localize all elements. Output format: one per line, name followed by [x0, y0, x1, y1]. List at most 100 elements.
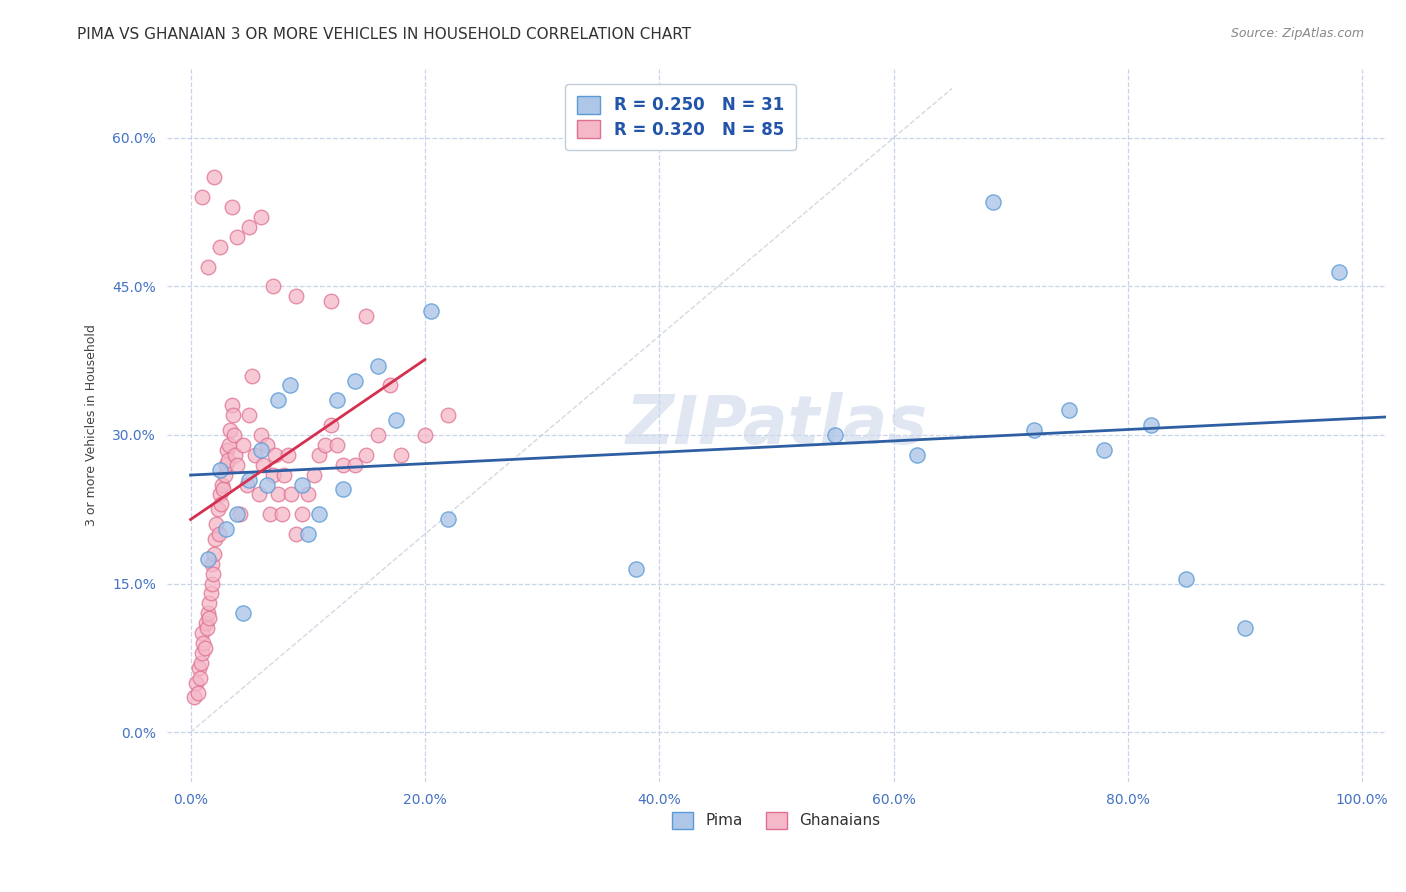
Point: [278, 378, 301, 392]
Text: PIMA VS GHANAIAN 3 OR MORE VEHICLES IN HOUSEHOLD CORRELATION CHART: PIMA VS GHANAIAN 3 OR MORE VEHICLES IN H…: [77, 27, 692, 42]
Point: [202, 547, 225, 561]
Point: [285, 527, 308, 541]
Point: [1234, 621, 1257, 635]
Point: [297, 487, 319, 501]
Point: [191, 626, 214, 640]
Point: [204, 532, 226, 546]
Point: [224, 448, 246, 462]
Point: [256, 477, 278, 491]
Point: [207, 502, 229, 516]
Point: [188, 671, 211, 685]
Point: [250, 442, 273, 457]
Point: [291, 477, 314, 491]
Point: [1140, 418, 1163, 433]
Point: [243, 448, 266, 462]
Point: [291, 507, 314, 521]
Point: [186, 675, 208, 690]
Point: [198, 596, 221, 610]
Point: [367, 359, 389, 373]
Point: [1094, 442, 1116, 457]
Point: [332, 483, 354, 497]
Point: [198, 611, 221, 625]
Point: [321, 294, 343, 309]
Point: [1024, 423, 1046, 437]
Point: [187, 685, 209, 699]
Point: [326, 393, 349, 408]
Point: [197, 607, 219, 621]
Point: [218, 438, 240, 452]
Point: [226, 458, 249, 472]
Point: [190, 656, 212, 670]
Point: [367, 428, 389, 442]
Point: [200, 586, 222, 600]
Point: [437, 408, 460, 422]
Point: [221, 200, 243, 214]
Point: [194, 640, 217, 655]
Text: Source: ZipAtlas.com: Source: ZipAtlas.com: [1230, 27, 1364, 40]
Point: [413, 428, 436, 442]
Point: [214, 467, 236, 482]
Point: [191, 190, 214, 204]
Point: [183, 690, 205, 705]
Point: [384, 413, 406, 427]
Point: [280, 487, 302, 501]
Point: [321, 418, 343, 433]
Point: [356, 309, 378, 323]
Point: [277, 448, 299, 462]
Point: [259, 507, 281, 521]
Point: [252, 458, 274, 472]
Point: [238, 473, 260, 487]
Point: [229, 507, 252, 521]
Point: [332, 458, 354, 472]
Point: [297, 527, 319, 541]
Point: [326, 438, 349, 452]
Point: [208, 487, 231, 501]
Point: [197, 260, 219, 274]
Point: [378, 378, 401, 392]
Point: [232, 607, 254, 621]
Point: [195, 621, 218, 635]
Point: [437, 512, 460, 526]
Point: [232, 438, 254, 452]
Point: [226, 507, 249, 521]
Point: [209, 497, 232, 511]
Point: [212, 483, 235, 497]
Point: [236, 477, 259, 491]
Point: [419, 304, 441, 318]
Point: [905, 448, 928, 462]
Point: [191, 646, 214, 660]
Point: [273, 467, 295, 482]
Point: [267, 393, 290, 408]
Point: [197, 551, 219, 566]
Point: [211, 477, 233, 491]
Point: [264, 448, 287, 462]
Point: [624, 562, 647, 576]
Point: [201, 576, 224, 591]
Point: [271, 507, 294, 521]
Point: [391, 448, 413, 462]
Point: [202, 170, 225, 185]
Point: [238, 219, 260, 234]
Legend: Pima, Ghanaians: Pima, Ghanaians: [666, 805, 887, 835]
Text: ZIPatlas: ZIPatlas: [626, 392, 928, 458]
Point: [314, 438, 336, 452]
Point: [193, 636, 215, 650]
Point: [238, 408, 260, 422]
Point: [208, 463, 231, 477]
Point: [343, 458, 366, 472]
Point: [824, 428, 846, 442]
Point: [201, 557, 224, 571]
Point: [240, 368, 263, 383]
Point: [219, 423, 242, 437]
Point: [208, 240, 231, 254]
Y-axis label: 3 or more Vehicles in Household: 3 or more Vehicles in Household: [86, 324, 98, 526]
Point: [205, 517, 228, 532]
Point: [262, 279, 284, 293]
Point: [215, 458, 238, 472]
Point: [250, 428, 273, 442]
Point: [262, 467, 284, 482]
Point: [1059, 403, 1081, 417]
Point: [343, 374, 366, 388]
Point: [215, 442, 238, 457]
Point: [981, 195, 1004, 210]
